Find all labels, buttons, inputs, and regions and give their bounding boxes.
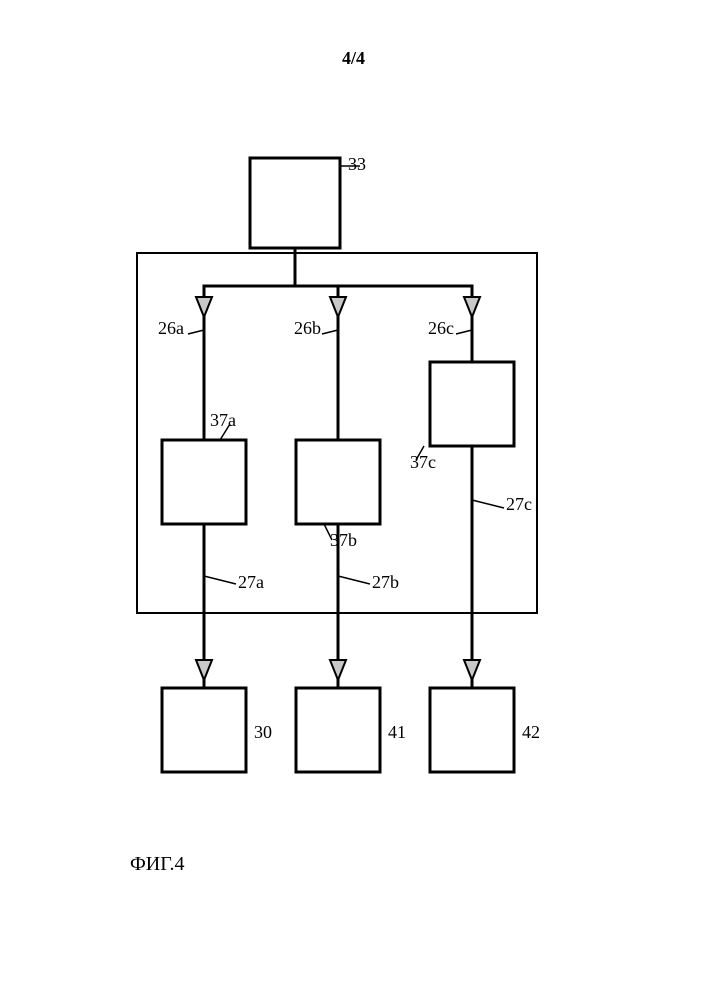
node-label-37a: 37a [210, 410, 236, 430]
node-label-42: 42 [522, 722, 540, 742]
leader-line [188, 330, 204, 334]
edge-label-26c: 26c [428, 318, 454, 338]
arrow-icon [196, 660, 212, 680]
figure-caption: ФИГ.4 [130, 853, 185, 875]
leader-line [204, 576, 236, 584]
node-37b [296, 440, 380, 524]
edge-label-27a: 27a [238, 572, 264, 592]
node-label-30: 30 [254, 722, 272, 742]
edge-26b [295, 248, 338, 440]
leader-line [472, 500, 504, 508]
leader-line [338, 576, 370, 584]
arrow-icon [196, 297, 212, 317]
node-label-37b: 37b [330, 530, 357, 550]
arrow-icon [330, 660, 346, 680]
node-41 [296, 688, 380, 772]
arrow-icon [330, 297, 346, 317]
node-33 [250, 158, 340, 248]
node-label-41: 41 [388, 722, 406, 742]
page-number: 4/4 [0, 48, 707, 69]
edge-label-26a: 26a [158, 318, 184, 338]
diagram: 26a 26b 26c 27a 27b 27c 33 37a 37b 37c 30 41 42 ФИГ.… [0, 0, 707, 999]
edge-26c [295, 248, 472, 362]
edge-label-27b: 27b [372, 572, 399, 592]
leader-line [322, 330, 338, 334]
node-37a [162, 440, 246, 524]
node-42 [430, 688, 514, 772]
node-37c [430, 362, 514, 446]
node-label-37c: 37c [410, 452, 436, 472]
node-label-33: 33 [348, 154, 366, 174]
node-30 [162, 688, 246, 772]
arrow-icon [464, 297, 480, 317]
edge-label-27c: 27c [506, 494, 532, 514]
arrow-icon [464, 660, 480, 680]
leader-line [456, 330, 472, 334]
edge-label-26b: 26b [294, 318, 321, 338]
